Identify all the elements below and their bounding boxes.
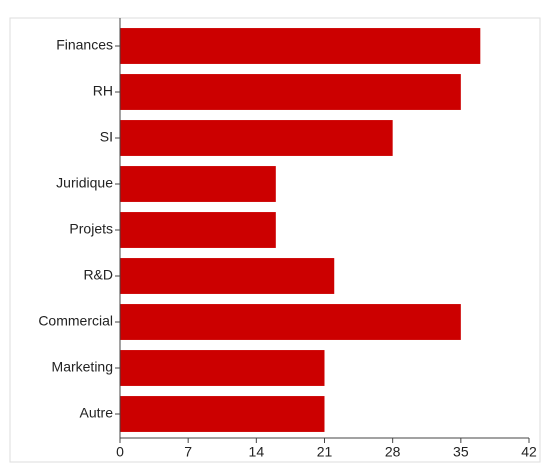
y-tick-label: Marketing [52, 359, 113, 375]
x-tick-label: 7 [184, 444, 192, 460]
y-tick-label: Juridique [56, 175, 113, 191]
frame [9, 17, 541, 463]
bar [120, 28, 481, 64]
bar [120, 74, 461, 110]
y-tick-label: Commercial [38, 313, 113, 329]
bar [120, 258, 335, 294]
bar [120, 350, 325, 386]
y-tick-label: Projets [69, 221, 113, 237]
x-tick-label: 35 [453, 444, 469, 460]
bar [120, 304, 461, 340]
bar [120, 212, 276, 248]
y-tick-label: Finances [56, 37, 113, 53]
y-tick-label: R&D [83, 267, 113, 283]
x-tick-label: 0 [116, 444, 124, 460]
y-tick-label: RH [93, 83, 113, 99]
x-tick-label: 21 [317, 444, 333, 460]
bar [120, 396, 325, 432]
bar [120, 166, 276, 202]
y-tick-label: SI [100, 129, 113, 145]
y-tick-label: Autre [80, 405, 114, 421]
x-tick-label: 42 [521, 444, 537, 460]
bar [120, 120, 393, 156]
x-tick-label: 28 [385, 444, 401, 460]
x-tick-label: 14 [249, 444, 265, 460]
